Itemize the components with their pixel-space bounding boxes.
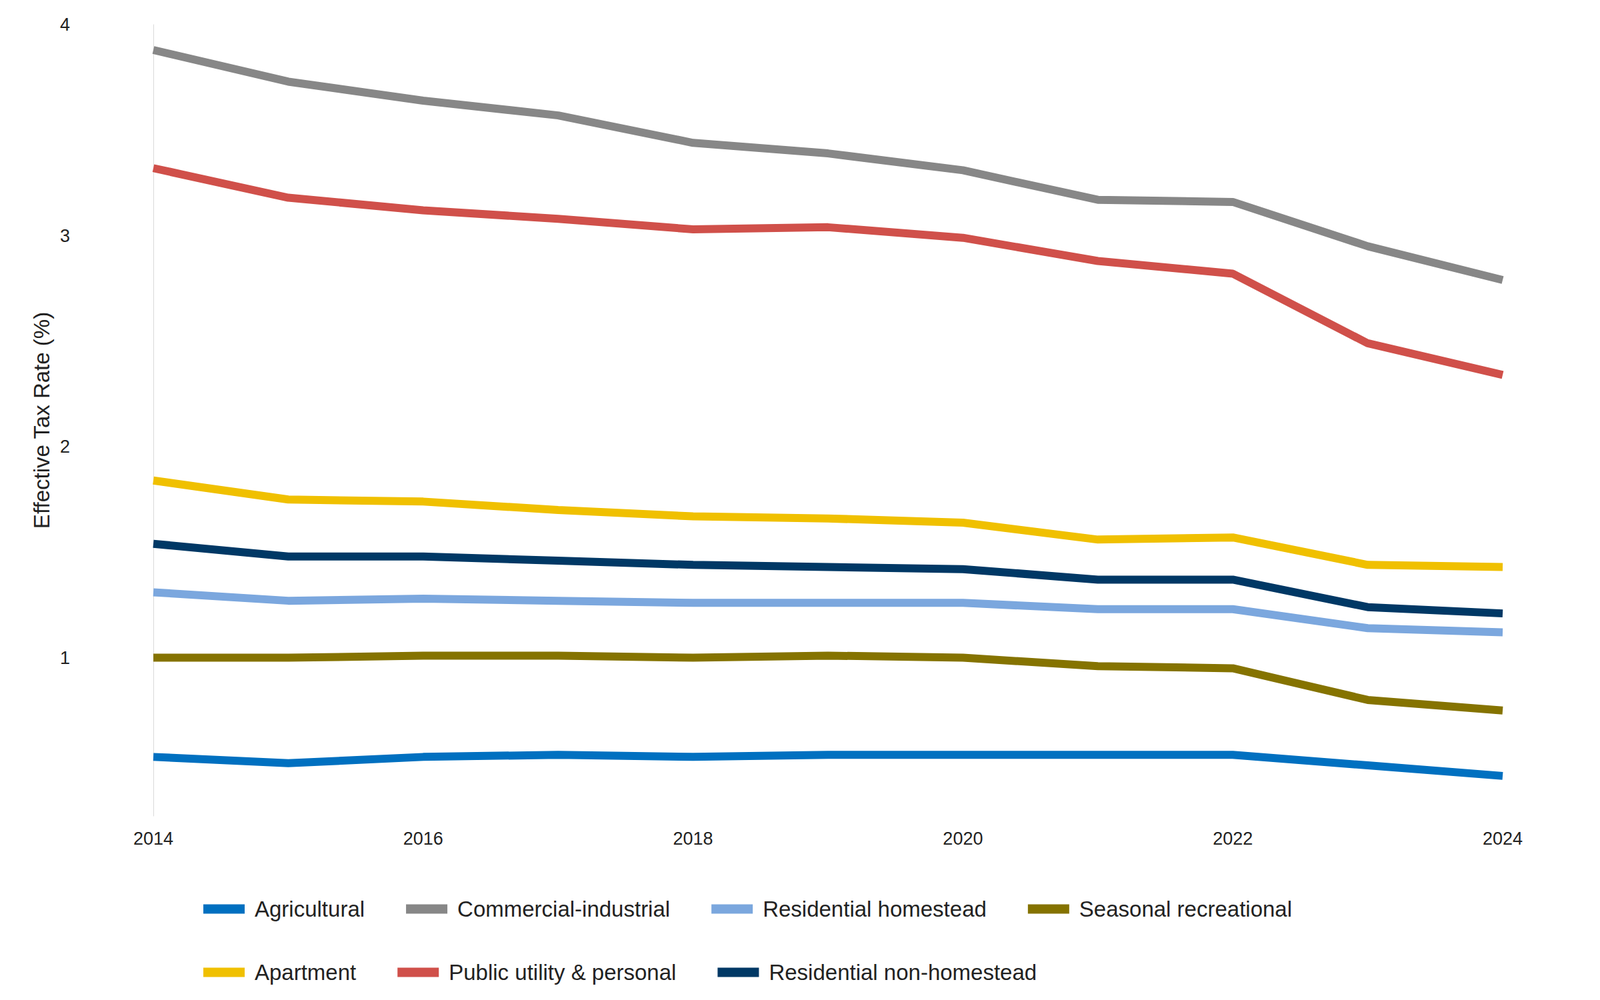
svg-text:Public utility & personal: Public utility & personal: [448, 960, 676, 985]
svg-text:4: 4: [60, 14, 70, 35]
svg-text:2024: 2024: [1482, 828, 1523, 849]
svg-text:Commercial-industrial: Commercial-industrial: [457, 896, 670, 922]
svg-text:2022: 2022: [1212, 828, 1253, 849]
svg-text:3: 3: [60, 226, 70, 246]
svg-text:2: 2: [60, 436, 70, 457]
svg-text:2018: 2018: [673, 828, 714, 849]
svg-text:Residential homestead: Residential homestead: [762, 896, 987, 922]
svg-text:2014: 2014: [133, 828, 174, 849]
svg-text:Seasonal recreational: Seasonal recreational: [1079, 896, 1292, 922]
svg-text:Apartment: Apartment: [254, 960, 356, 985]
svg-text:1: 1: [60, 648, 70, 668]
svg-text:Effective Tax Rate (%): Effective Tax Rate (%): [29, 312, 54, 529]
svg-text:Residential non-homestead: Residential non-homestead: [768, 960, 1037, 985]
svg-text:Agricultural: Agricultural: [254, 896, 365, 922]
svg-text:2016: 2016: [403, 828, 444, 849]
svg-text:2020: 2020: [942, 828, 983, 849]
